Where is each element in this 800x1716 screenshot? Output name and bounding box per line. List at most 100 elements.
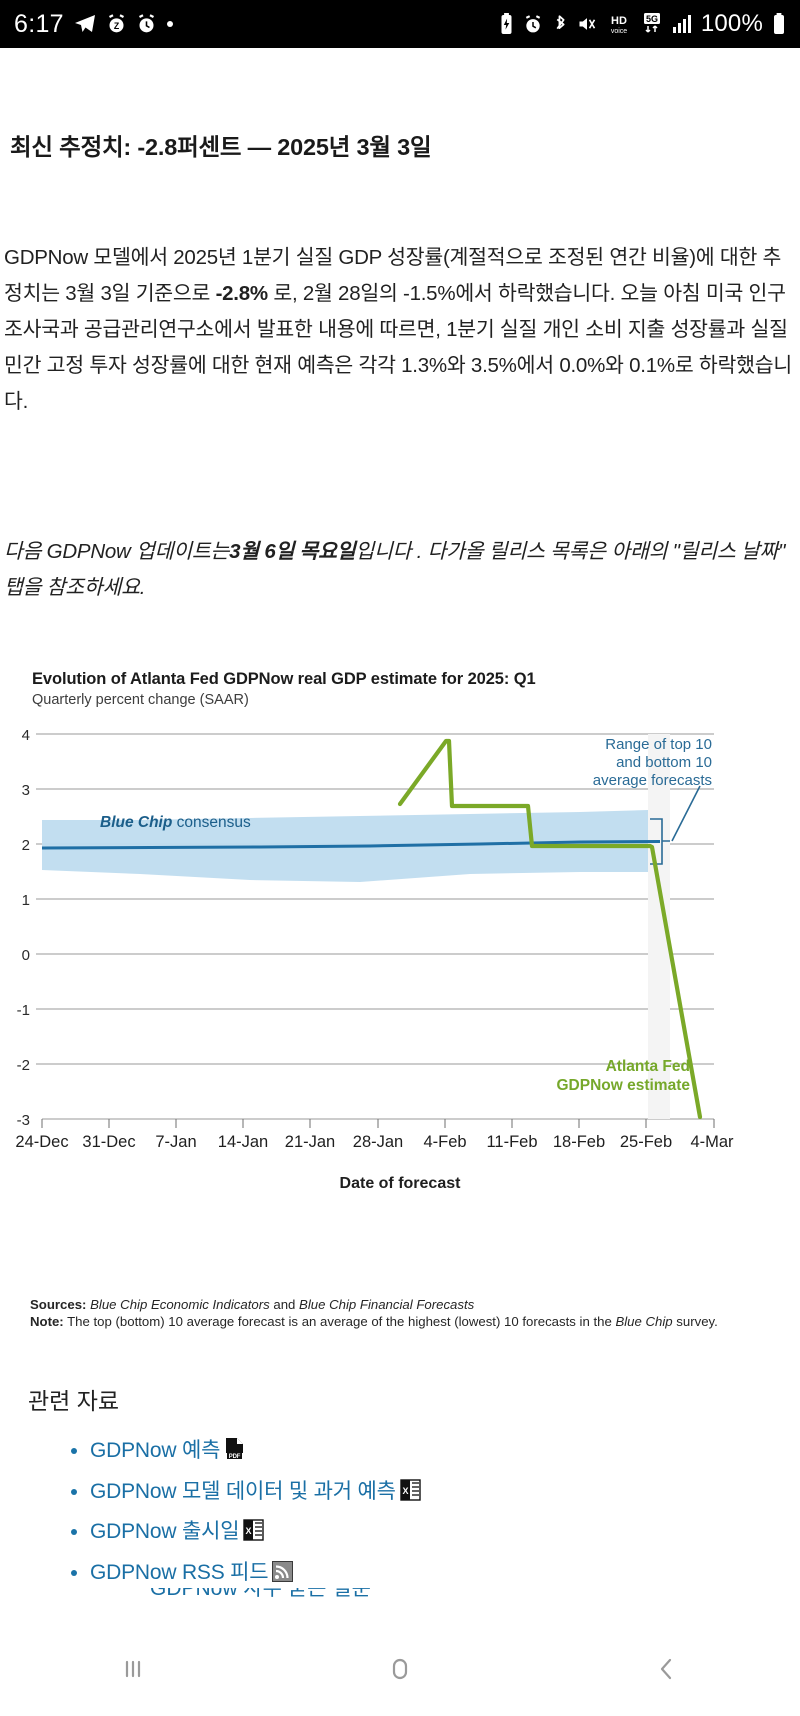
svg-text:X: X xyxy=(402,1486,408,1496)
svg-text:Range of top 10: Range of top 10 xyxy=(605,736,712,753)
alarm-icon xyxy=(523,14,543,35)
battery-charge-icon xyxy=(499,13,514,35)
gdpnow-estimate-line xyxy=(397,738,703,1120)
list-item[interactable]: GDPNow 출시일 X xyxy=(90,1513,421,1554)
svg-text:PDF: PDF xyxy=(229,1454,241,1460)
home-button[interactable] xyxy=(340,1641,460,1701)
link-gdpnow-release-dates[interactable]: GDPNow 출시일 xyxy=(90,1520,240,1543)
svg-text:18-Feb: 18-Feb xyxy=(553,1133,605,1149)
para1-bold-value: -2.8% xyxy=(215,282,269,305)
svg-text:-1: -1 xyxy=(17,1002,30,1019)
related-resources-title: 관련 자료 xyxy=(28,1388,120,1414)
blue-chip-consensus-label: Blue Chip consensus xyxy=(100,814,251,831)
paragraph-estimate: GDPNow 모델에서 2025년 1분기 실질 GDP 성장률(계절적으로 조… xyxy=(4,240,796,420)
status-bar-right: HD voice 5G 100% xyxy=(499,10,786,38)
recents-icon xyxy=(115,1651,151,1692)
chart-x-axis-labels: 24-Dec 31-Dec 7-Jan 14-Jan 21-Jan 28-Jan… xyxy=(15,1133,734,1149)
svg-text:31-Dec: 31-Dec xyxy=(82,1133,135,1149)
status-bar: 6:17 Z HD voice 5G xyxy=(0,0,800,48)
page-title: 최신 추정치: -2.8퍼센트 — 2025년 3월 3일 xyxy=(10,134,432,160)
related-resources-list: GDPNow 예측 PDF GDPNow 모델 데이터 및 과거 예측 X GDPN… xyxy=(60,1432,421,1594)
svg-text:Atlanta Fed: Atlanta Fed xyxy=(606,1058,690,1075)
chart-x-ticks xyxy=(41,1119,715,1128)
bluetooth-icon xyxy=(552,13,568,35)
range-label: Range of top 10 and bottom 10 average fo… xyxy=(593,736,712,789)
blue-chip-consensus-line xyxy=(41,840,661,850)
recents-button[interactable] xyxy=(73,1641,193,1701)
para1-segment-2: 로, 2월 28일의 -1.5%에서 하락했습니다. 오늘 아침 미국 인구조사… xyxy=(4,282,792,413)
svg-text:7-Jan: 7-Jan xyxy=(155,1133,196,1149)
list-item[interactable]: GDPNow 모델 데이터 및 과거 예측 X xyxy=(90,1473,421,1514)
chart-subtitle: Quarterly percent change (SAAR) xyxy=(32,692,249,708)
excel-icon: X xyxy=(243,1516,265,1554)
chart-title: Evolution of Atlanta Fed GDPNow real GDP… xyxy=(32,670,536,688)
svg-text:and bottom 10: and bottom 10 xyxy=(616,754,712,771)
home-icon xyxy=(382,1651,418,1692)
sources-label: Sources: xyxy=(30,1297,87,1312)
svg-text:2: 2 xyxy=(22,837,30,854)
para2-bold-date: 3월 6일 목요일 xyxy=(229,540,356,563)
svg-text:HD: HD xyxy=(611,15,627,27)
svg-text:3: 3 xyxy=(22,782,30,799)
note-text-c: survey. xyxy=(672,1314,718,1329)
svg-text:14-Jan: 14-Jan xyxy=(218,1133,268,1149)
svg-text:-2: -2 xyxy=(17,1057,30,1074)
svg-text:4-Mar: 4-Mar xyxy=(690,1133,734,1149)
chart-y-ticks xyxy=(36,733,42,1065)
telegram-icon xyxy=(73,12,97,36)
svg-text:11-Feb: 11-Feb xyxy=(486,1133,537,1149)
5g-icon: 5G xyxy=(641,12,663,36)
status-clock: 6:17 xyxy=(14,9,64,38)
svg-text:X: X xyxy=(246,1526,252,1536)
svg-text:25-Feb: 25-Feb xyxy=(620,1133,672,1149)
range-bracket xyxy=(650,785,701,865)
note-text-b: Blue Chip xyxy=(615,1314,673,1329)
android-navigation-bar xyxy=(0,1626,800,1716)
scroll-fade-overlay xyxy=(0,1600,800,1626)
list-item[interactable]: GDPNow 예측 PDF xyxy=(90,1432,421,1473)
sources-and: and xyxy=(269,1297,300,1312)
note-text-a: The top (bottom) 10 average forecast is … xyxy=(63,1314,616,1329)
sources-text-a: Blue Chip Economic Indicators xyxy=(90,1297,270,1312)
mute-icon xyxy=(577,14,597,34)
svg-text:0: 0 xyxy=(22,947,30,964)
chart-y-axis-labels: 4 3 2 1 0 -1 -2 -3 xyxy=(17,727,30,1129)
svg-text:voice: voice xyxy=(611,28,627,35)
para2-segment-1: 다음 GDPNow 업데이트는 xyxy=(4,540,230,563)
svg-text:1: 1 xyxy=(22,892,30,909)
svg-text:4-Feb: 4-Feb xyxy=(423,1133,466,1149)
sources-text-b: Blue Chip Financial Forecasts xyxy=(299,1297,475,1312)
gdpnow-estimate-label: Atlanta Fed GDPNow estimate xyxy=(556,1058,690,1094)
chart-notes: Sources: Blue Chip Economic Indicators a… xyxy=(30,1296,730,1330)
hd-voice-icon: HD voice xyxy=(606,13,632,35)
pdf-icon: PDF xyxy=(224,1435,245,1473)
status-bar-left: 6:17 Z xyxy=(14,10,174,39)
clipped-list-item[interactable]: GDPNow 자주 묻는 질문 xyxy=(0,1588,800,1626)
back-button[interactable] xyxy=(607,1641,727,1701)
svg-text:24-Dec: 24-Dec xyxy=(15,1133,68,1149)
battery-percent-label: 100% xyxy=(700,10,763,37)
chart-sources-line: Sources: Blue Chip Economic Indicators a… xyxy=(30,1296,730,1313)
chart-plot-area: 4 3 2 1 0 -1 -2 -3 xyxy=(0,724,800,1149)
link-gdpnow-model-data[interactable]: GDPNow 모델 데이터 및 과거 예측 xyxy=(90,1479,396,1503)
paragraph-next-update: 다음 GDPNow 업데이트는3월 6일 목요일입니다 . 다가올 릴리스 목록… xyxy=(4,534,796,606)
svg-text:4: 4 xyxy=(22,727,30,744)
chart-latest-band xyxy=(648,734,670,1119)
clipped-list-item-label[interactable]: GDPNow 자주 묻는 질문 xyxy=(150,1588,371,1600)
svg-text:5G: 5G xyxy=(646,14,658,24)
gdpnow-chart: Evolution of Atlanta Fed GDPNow real GDP… xyxy=(0,648,800,1368)
link-gdpnow-rss-feed[interactable]: GDPNow RSS 피드 xyxy=(90,1560,269,1584)
excel-icon: X xyxy=(400,1476,421,1514)
chart-note-line: Note: The top (bottom) 10 average foreca… xyxy=(30,1313,730,1330)
alarm-snooze-icon: Z xyxy=(106,13,127,35)
para1-segment-1: GDPNow 모델에서 2025년 1분기 실질 GDP 성장률(계절적으로 조… xyxy=(4,246,782,305)
svg-text:Z: Z xyxy=(114,21,120,31)
list-item[interactable]: GDPNow RSS 피드 xyxy=(90,1554,421,1595)
alarm-clock-icon xyxy=(136,13,157,35)
back-icon xyxy=(649,1651,685,1692)
signal-bars-icon xyxy=(672,14,692,34)
svg-text:average forecasts: average forecasts xyxy=(593,772,712,789)
link-gdpnow-forecast[interactable]: GDPNow 예측 xyxy=(90,1439,221,1462)
svg-text:GDPNow estimate: GDPNow estimate xyxy=(556,1077,690,1094)
chart-x-axis-title: Date of forecast xyxy=(339,1175,461,1192)
